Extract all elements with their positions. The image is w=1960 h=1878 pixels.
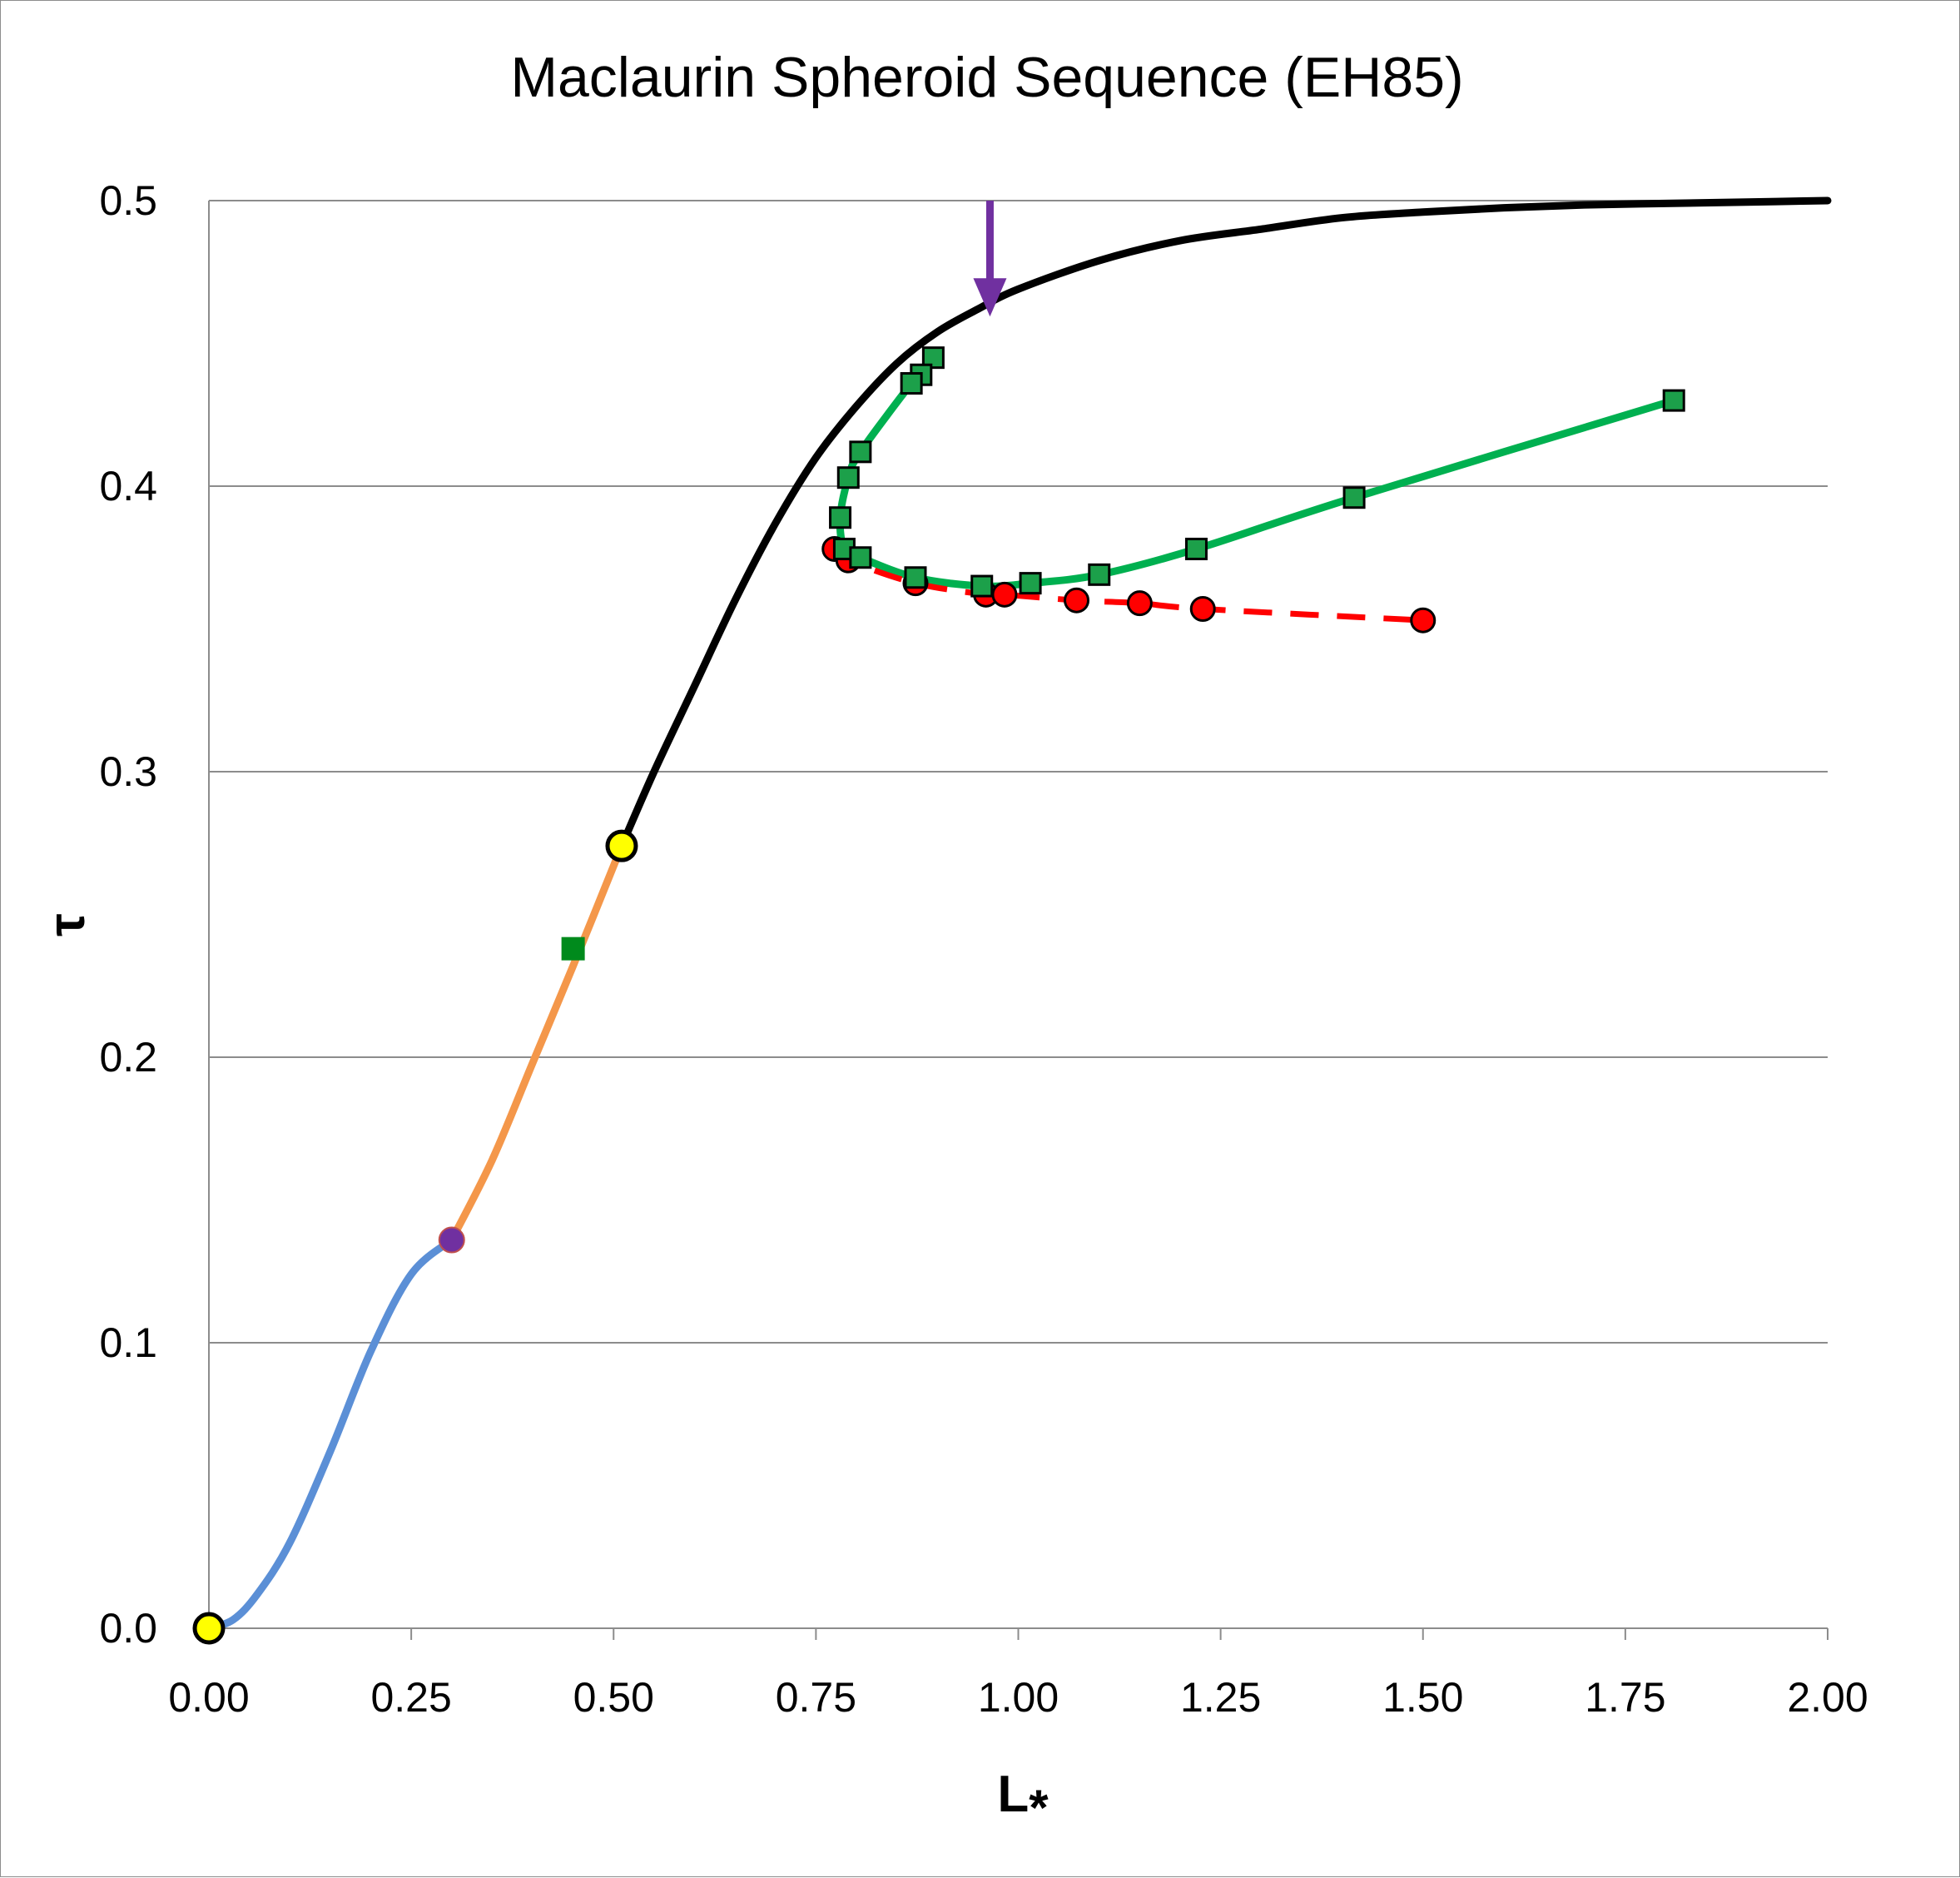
x-tick-label: 0.50 — [573, 1674, 654, 1721]
maclaurin-low-line — [205, 1236, 456, 1632]
x-tick-label: 0.25 — [370, 1674, 451, 1721]
y-tick-label: 0.0 — [99, 1605, 157, 1652]
purple-arrow — [973, 201, 1007, 317]
green-square-point — [561, 937, 585, 961]
grid-lines — [209, 200, 1828, 1344]
green-branch-point — [904, 566, 927, 589]
tick-labels: 0.0 0.1 0.2 0.3 0.4 0.5 0.00 0.25 0.50 0.75 1.00 1.… — [99, 177, 1868, 1721]
maclaurin-high-line — [618, 196, 1832, 850]
green-branch-point — [921, 346, 945, 370]
green-branch-point — [849, 440, 872, 464]
y-tick-label: 0.2 — [99, 1034, 157, 1081]
green-branch-point — [1019, 572, 1042, 595]
red-branch-point — [1189, 595, 1216, 622]
chart-title: Maclaurin Spheroid Sequence (EH85) — [510, 46, 1463, 109]
y-axis-title: τ — [38, 913, 96, 937]
x-tick-label: 0.00 — [168, 1674, 249, 1721]
green-branch-point — [836, 466, 860, 489]
green-branch-point — [900, 372, 923, 395]
x-axis-label: L — [997, 1766, 1029, 1823]
red-branch-point — [991, 581, 1018, 608]
x-tick-label: 2.00 — [1787, 1674, 1868, 1721]
x-axis-title: L* — [997, 1766, 1049, 1836]
green-branch-point — [1342, 486, 1366, 509]
x-tick-label: 1.75 — [1585, 1674, 1665, 1721]
yellow-bifurcation-point — [605, 829, 638, 862]
y-tick-label: 0.5 — [99, 177, 157, 224]
x-tick-label: 1.50 — [1382, 1674, 1463, 1721]
green-branch-point — [829, 506, 852, 529]
y-tick-label: 0.4 — [99, 463, 157, 509]
green-branch-point — [1184, 537, 1208, 560]
green-branch-line — [836, 354, 1678, 590]
green-branch-point — [1088, 563, 1111, 586]
green-branch-point — [1662, 389, 1685, 412]
y-tick-label: 0.3 — [99, 748, 157, 795]
x-tick-label: 0.75 — [776, 1674, 856, 1721]
green-branch-point — [970, 574, 994, 598]
axes — [208, 201, 1829, 1640]
red-branch-line — [832, 546, 1423, 624]
marker-layer — [192, 201, 1685, 1645]
x-tick-label: 1.25 — [1180, 1674, 1261, 1721]
arrow-head — [973, 278, 1007, 317]
red-branch-point — [1410, 607, 1437, 633]
purple-transition-point — [438, 1226, 465, 1254]
x-tick-label: 1.00 — [978, 1674, 1059, 1721]
yellow-start-point — [192, 1612, 226, 1645]
series-layer — [205, 196, 1832, 1632]
y-tick-label: 0.1 — [99, 1319, 157, 1366]
red-branch-point — [1126, 590, 1153, 617]
green-branch-point — [849, 546, 872, 569]
red-branch-point — [1064, 587, 1090, 614]
x-axis-subscript: * — [1029, 1780, 1049, 1836]
maclaurin-mid-line — [448, 842, 626, 1245]
